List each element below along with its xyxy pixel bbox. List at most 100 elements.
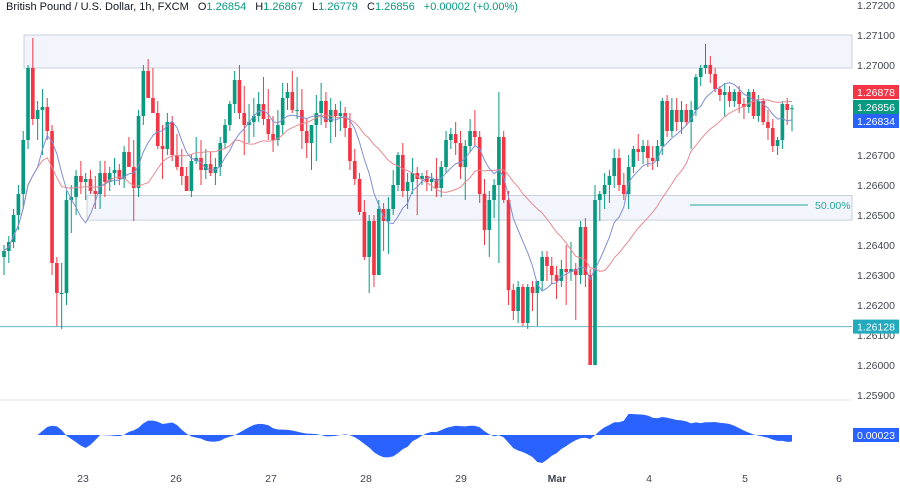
candle-body (290, 92, 295, 110)
candle-body (160, 146, 165, 149)
candle-body (694, 77, 698, 110)
candle-body (127, 152, 131, 167)
candle-body (199, 158, 203, 170)
candle-body (391, 185, 396, 209)
high-value: 1.26867 (263, 1, 303, 13)
candle-body (26, 68, 30, 140)
candle-body (319, 101, 323, 113)
low-label: L (312, 1, 319, 13)
candle-body (746, 92, 751, 107)
candle-body (713, 74, 717, 89)
candle-body (540, 257, 544, 281)
candle-body (136, 116, 141, 188)
oscillator-tag: 0.00023 (853, 428, 899, 442)
candle-body (266, 119, 271, 134)
candle-body (708, 65, 713, 74)
candle-body (357, 179, 362, 212)
candle-body (352, 161, 357, 179)
candle-body (660, 101, 665, 146)
candle-body (333, 110, 338, 116)
candle-body (535, 281, 540, 293)
candle-body (641, 146, 645, 152)
price-axis[interactable]: 1.27200 1.27100 1.27000 1.26700 1.26600 1.265… (857, 0, 895, 402)
candle-body (203, 164, 208, 170)
candle-body (751, 92, 756, 116)
candle-body (155, 113, 160, 146)
candle-body (612, 158, 617, 176)
candle-body (396, 155, 400, 185)
candle-body (242, 113, 247, 125)
candle-body (131, 167, 136, 188)
candle-body (511, 290, 516, 311)
candlestick-series (2, 38, 794, 365)
candle-body (449, 134, 453, 140)
candle-body (309, 125, 314, 143)
candle-body (497, 137, 501, 185)
candle-body (237, 80, 242, 113)
candle-body (362, 212, 367, 257)
time-axis[interactable]: 23 26 27 28 29 Mar 4 5 6 (77, 473, 842, 485)
support-zone[interactable] (86, 195, 853, 221)
time-tick-label: 23 (77, 473, 89, 485)
candle-body (405, 182, 410, 191)
high-label: H (255, 1, 264, 13)
candle-body (170, 122, 174, 155)
candle-body (458, 143, 463, 167)
candle-body (790, 108, 794, 110)
candle-body (727, 92, 732, 101)
candle-body (578, 227, 583, 275)
candle-body (698, 68, 703, 77)
time-tick-label: 28 (360, 473, 372, 485)
candle-body (742, 104, 746, 107)
moving-averages (3, 82, 793, 292)
candle-body (597, 194, 602, 200)
candle-body (492, 185, 496, 200)
candle-body (386, 209, 391, 221)
candle-body (655, 146, 660, 161)
candle-body (223, 125, 227, 143)
candle-body (247, 122, 251, 125)
candle-body (400, 155, 405, 191)
candle-body (11, 215, 16, 242)
price-tick-label: 1.27200 (857, 0, 895, 12)
price-tag-bg (853, 319, 899, 334)
price-tick-label: 1.26200 (857, 300, 895, 312)
candle-body (21, 140, 26, 194)
candle-body (271, 134, 275, 140)
symbol-title[interactable]: British Pound / U.S. Dollar, 1h, FXCM (6, 1, 189, 13)
candle-body (55, 263, 59, 293)
candle-body (338, 113, 343, 116)
price-tick-label: 1.26400 (857, 240, 895, 252)
candle-body (410, 173, 415, 182)
candle-body (602, 185, 607, 194)
candle-body (367, 221, 371, 257)
candle-body (232, 80, 237, 104)
candle-body (117, 170, 122, 179)
candle-body (83, 179, 88, 182)
candle-body (583, 227, 588, 275)
candle-body (617, 158, 621, 185)
price-tick-label: 1.26700 (857, 150, 895, 162)
candle-body (501, 137, 506, 200)
candle-body (631, 149, 636, 167)
resistance-zone[interactable] (23, 34, 853, 69)
price-tags: 1.26878 1.26856 1.26834 1.26128 0.00023 (853, 85, 899, 442)
candle-body (93, 191, 98, 194)
candle-body (179, 167, 184, 176)
candle-body (665, 101, 669, 131)
price-tag-value: 1.26128 (857, 322, 895, 334)
candle-body (343, 113, 347, 128)
candle-body (549, 266, 554, 275)
candle-body (285, 92, 290, 98)
candle-body (276, 125, 280, 140)
candle-body (785, 104, 790, 110)
candle-body (376, 209, 381, 275)
fib-level-50[interactable]: 50.00% (690, 200, 851, 212)
time-tick-label: 4 (646, 473, 652, 485)
candle-body (59, 293, 64, 294)
candle-body (425, 176, 429, 182)
candle-body (218, 143, 223, 167)
close-label: C (366, 1, 375, 13)
slow-ma-line (3, 98, 793, 272)
